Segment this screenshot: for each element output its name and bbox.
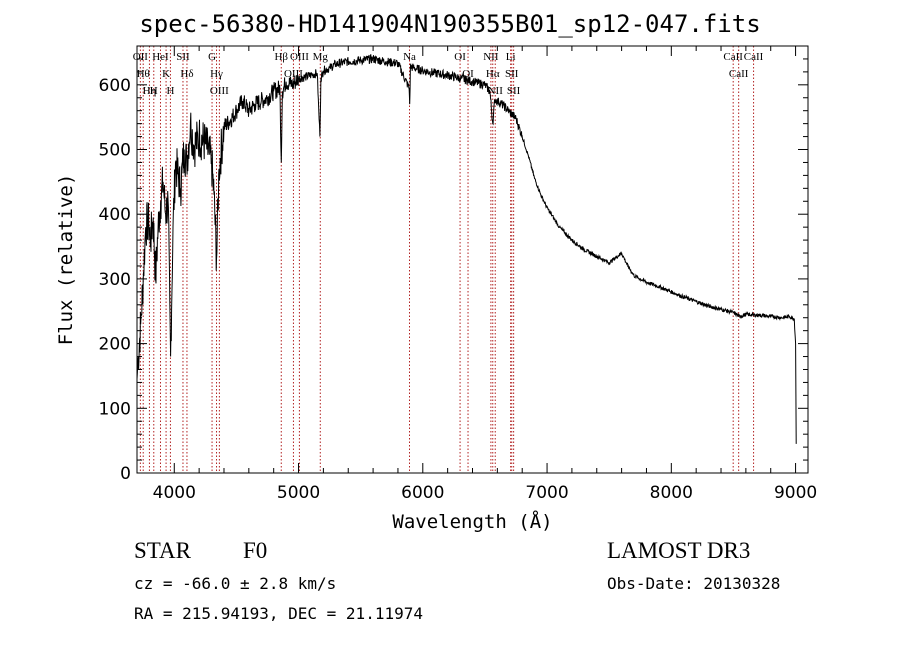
x-tick-label: 8000	[650, 483, 693, 503]
survey-name: LAMOST DR3	[607, 538, 751, 563]
object-class: STAR	[134, 538, 191, 563]
line-label: Mg	[313, 51, 329, 63]
y-tick-label: 600	[99, 76, 131, 96]
y-axis-label: Flux (relative)	[55, 174, 77, 346]
line-label: Li	[506, 51, 516, 63]
obs-date: Obs-Date: 20130328	[607, 574, 781, 593]
line-markers	[139, 46, 755, 473]
flux-series	[136, 54, 797, 444]
line-label: H	[150, 85, 158, 97]
x-tick-label: 4000	[153, 483, 196, 503]
spectral-subclass: F0	[243, 538, 268, 563]
y-tick-label: 0	[120, 464, 131, 484]
line-label: NII	[483, 51, 499, 63]
y-tick-label: 200	[99, 335, 131, 355]
line-label: Hδ	[180, 68, 193, 80]
axis-ticks: 4000 5000 6000 7000 8000 9000 0 100 200 300 400 500…	[99, 46, 817, 503]
line-label: CaII	[723, 51, 743, 63]
line-label: HeI	[152, 51, 169, 63]
line-label: Hη	[143, 85, 157, 97]
y-tick-label: 100	[99, 399, 131, 419]
line-label: OII	[133, 51, 149, 63]
line-label: OIII	[290, 51, 309, 63]
line-label: H	[166, 85, 174, 97]
redshift-readout: cz = -66.0 ± 2.8 km/s	[134, 574, 337, 593]
y-tick-label: 300	[99, 270, 131, 290]
line-label: OIII	[210, 85, 229, 97]
y-tick-label: 500	[99, 141, 131, 161]
x-tick-label: 9000	[774, 483, 817, 503]
x-tick-label: 6000	[401, 483, 444, 503]
y-tick-label: 400	[99, 205, 131, 225]
line-label: SII	[176, 51, 190, 63]
line-label: Hα	[486, 68, 500, 80]
line-label: G	[208, 51, 216, 63]
chart-title: spec-56380-HD141904N190355B01_sp12-047.f…	[139, 10, 761, 38]
x-tick-label: 5000	[277, 483, 320, 503]
line-label: OI	[462, 68, 474, 80]
line-label: SII	[505, 68, 519, 80]
x-axis-label: Wavelength (Å)	[392, 510, 552, 533]
line-label: CaII	[729, 68, 749, 80]
line-label: OIII	[284, 68, 303, 80]
line-label: OI	[454, 51, 466, 63]
line-label: CaII	[744, 51, 764, 63]
x-tick-label: 7000	[525, 483, 568, 503]
ra-dec-readout: RA = 215.94193, DEC = 21.11974	[134, 604, 423, 623]
line-label: K	[162, 68, 170, 80]
line-label: NII	[488, 85, 504, 97]
line-label: Hγ	[210, 68, 223, 80]
line-label: Hβ	[274, 51, 288, 63]
line-label: SII	[507, 85, 521, 97]
line-label: Na	[403, 51, 416, 63]
line-label: Hθ	[137, 68, 150, 80]
